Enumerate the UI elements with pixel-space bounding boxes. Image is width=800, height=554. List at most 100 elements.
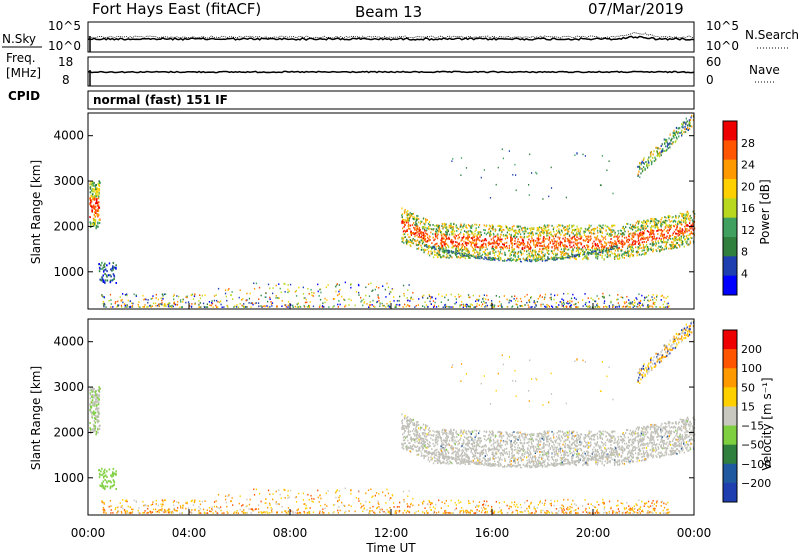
power-cell (527, 304, 529, 306)
power-cell (452, 227, 454, 230)
power-cell (570, 306, 572, 308)
power-cell (383, 304, 385, 307)
power-cell (211, 302, 213, 304)
power-cell (660, 249, 662, 251)
velocity-cell (95, 396, 97, 399)
power-cell (464, 246, 466, 248)
power-cell (92, 205, 95, 208)
power-cell (602, 227, 604, 230)
power-cell (593, 228, 595, 231)
power-cell (576, 254, 578, 256)
power-cell (471, 241, 473, 244)
power-cell (410, 232, 412, 235)
power-cell (526, 236, 528, 238)
power-cell (540, 227, 543, 229)
power-cell (510, 234, 512, 236)
power-cell (663, 248, 666, 251)
power-cell (601, 226, 603, 229)
power-cell (587, 246, 589, 249)
velocity-cell (176, 509, 178, 512)
power-cell (234, 305, 236, 307)
power-cell (454, 244, 456, 247)
power-cell (587, 253, 590, 255)
power-cell (673, 220, 675, 222)
power-cell (392, 288, 394, 291)
power-cell (417, 304, 419, 306)
power-cell (647, 304, 649, 307)
velocity-cell (369, 512, 371, 514)
power-cell (648, 156, 650, 159)
power-cell (692, 229, 694, 232)
power-cell (444, 304, 446, 306)
power-cell (679, 229, 681, 231)
power-cell (309, 301, 311, 303)
power-cell (406, 238, 408, 241)
power-cell (589, 249, 592, 251)
power-cell (575, 254, 578, 257)
power-cell (637, 303, 639, 305)
velocity-cell (111, 485, 113, 488)
power-cell (637, 226, 639, 229)
velocity-cell (98, 476, 101, 479)
power-cell (498, 253, 500, 256)
power-cell (572, 225, 574, 228)
power-cell (497, 234, 499, 237)
power-cell (601, 251, 603, 253)
power-cell (592, 245, 594, 248)
velocity-cell (620, 502, 622, 504)
power-cell (476, 305, 478, 308)
power-cell (656, 223, 658, 226)
power-cell (311, 294, 313, 296)
power-cell (688, 127, 691, 130)
power-cell (557, 306, 559, 308)
power-cell (271, 305, 273, 307)
station-title: Fort Hays East (fitACF) (92, 0, 261, 18)
power-cell (409, 216, 411, 218)
power-cell (672, 245, 675, 248)
power-cell (516, 297, 518, 300)
power-cell (540, 305, 542, 308)
power-cell (671, 216, 673, 219)
power-cell (565, 248, 567, 251)
power-cell (480, 246, 482, 249)
power-cell (287, 284, 289, 286)
power-cell (512, 258, 514, 260)
power-cell (479, 252, 481, 254)
power-cell (470, 231, 473, 233)
power-cell (97, 208, 99, 211)
power-cell (193, 295, 196, 298)
power-cell (599, 227, 601, 230)
power-cell (436, 229, 439, 232)
power-cell (643, 253, 646, 256)
power-cell (506, 305, 508, 308)
power-cell (620, 249, 623, 252)
power-cell (639, 300, 642, 302)
power-cell (98, 189, 100, 192)
power-cell (89, 202, 92, 204)
power-cell (687, 212, 689, 215)
velocity-cell (445, 500, 447, 502)
power-cell (670, 241, 673, 244)
power-cell (444, 250, 446, 252)
power-cell (517, 240, 519, 243)
power-cell (112, 306, 114, 308)
velocity-cell (194, 509, 196, 511)
power-cell (420, 231, 422, 233)
velocity-cell (383, 510, 385, 513)
power-cell (617, 302, 619, 304)
power-cell (691, 125, 693, 128)
power-cell (578, 232, 580, 234)
velocity-cell (92, 388, 94, 391)
power-cell (558, 228, 560, 231)
power-cell (623, 254, 626, 256)
power-cell (455, 235, 457, 237)
velocity-cell (598, 503, 600, 506)
power-cell (531, 228, 533, 231)
power-cell (131, 302, 133, 305)
power-cell (469, 306, 471, 308)
power-cell (414, 228, 416, 231)
power-cell (685, 117, 687, 120)
power-cell (571, 246, 573, 248)
power-cell (365, 286, 367, 289)
power-cell (457, 247, 459, 250)
